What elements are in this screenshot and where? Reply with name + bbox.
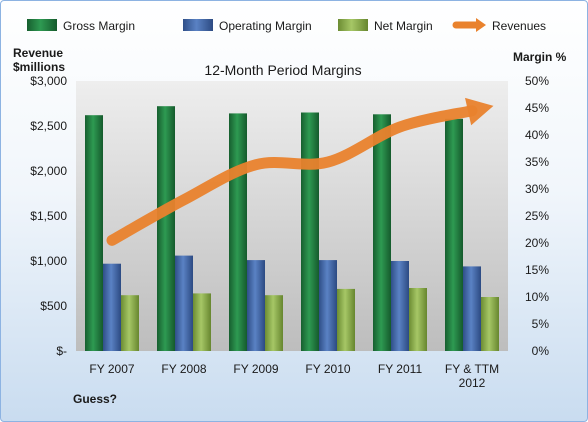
legend-swatch-operating-margin [183, 19, 213, 31]
x-tick-label: FY 2007 [89, 362, 134, 376]
y-left-tick-label: $2,500 [30, 119, 67, 133]
y-right-tick-label: 0% [532, 344, 550, 358]
y-right-tick-label: 25% [525, 209, 549, 223]
chart-title: 12-Month Period Margins [204, 62, 361, 78]
x-tick-label: FY 2010 [305, 362, 350, 376]
bar-operating-margin [463, 266, 481, 351]
y-left-axis-title: Revenue $millions [13, 46, 66, 74]
revenues-line [106, 105, 478, 246]
bar-operating-margin [103, 263, 121, 351]
revenues-arrowhead [465, 97, 494, 126]
legend-label: Revenues [492, 19, 546, 33]
y-left-tick-label: $500 [40, 299, 67, 313]
legend-swatch-net-margin [338, 19, 368, 31]
bars [85, 106, 499, 352]
bar-net-margin [481, 297, 499, 351]
y-left-tick-label: $2,000 [30, 164, 67, 178]
y-right-tick-label: 40% [525, 128, 549, 142]
y-right-tick-label: 20% [525, 236, 549, 250]
x-tick-label: FY 2009 [233, 362, 278, 376]
y-left-tick-label: $1,500 [30, 209, 67, 223]
y-right-tick-label: 50% [525, 74, 549, 88]
bar-gross-margin [301, 112, 319, 351]
bar-net-margin [409, 288, 427, 351]
y-right-tick-label: 35% [525, 155, 549, 169]
y-left-tick-label: $3,000 [30, 74, 67, 88]
y-left-tick-labels: $- $500 $1,000 $1,500 $2,000 $2,500 $3,000 [30, 74, 67, 358]
x-tick-label: FY 2008 [161, 362, 206, 376]
bar-gross-margin [229, 113, 247, 352]
bar-gross-margin [85, 115, 103, 351]
bar-gross-margin [373, 114, 391, 351]
y-left-axis-title-line-1: Revenue [13, 46, 63, 60]
bar-operating-margin [319, 260, 337, 351]
bar-net-margin [193, 293, 211, 351]
legend-label: Operating Margin [219, 19, 312, 33]
x-tick-label: FY & TTM [445, 362, 499, 376]
annotation-text: Guess? [73, 392, 117, 406]
y-right-tick-label: 5% [532, 317, 550, 331]
bar-operating-margin [175, 255, 193, 351]
y-right-tick-label: 10% [525, 290, 549, 304]
y-left-tick-label: $- [56, 344, 67, 358]
bar-net-margin [265, 295, 283, 351]
bar-gross-margin [445, 118, 463, 351]
bar-net-margin [337, 288, 355, 351]
bar-operating-margin [247, 260, 265, 351]
bar-operating-margin [391, 261, 409, 351]
bar-gross-margin [157, 106, 175, 351]
x-tick-label: 2012 [459, 376, 486, 390]
y-right-tick-labels: 0% 5% 10% 15% 20% 25% 30% 35% 40% 45% 50% [525, 74, 549, 358]
y-left-axis-title-line-2: $millions [13, 60, 65, 74]
x-tick-labels: FY 2007 FY 2008 FY 2009 FY 2010 FY 2011 FY & … [89, 362, 499, 390]
legend: Gross Margin Operating Margin Net Margin Re… [27, 18, 546, 33]
legend-label: Net Margin [374, 19, 433, 33]
y-right-axis-title: Margin % [513, 50, 567, 64]
legend-swatch-gross-margin [27, 19, 57, 31]
x-tick-label: FY 2011 [378, 362, 423, 376]
y-right-tick-label: 15% [525, 263, 549, 277]
bar-net-margin [121, 295, 139, 351]
revenues-line-group [106, 97, 494, 246]
y-right-tick-label: 45% [525, 101, 549, 115]
legend-swatch-revenues-arrow [476, 18, 486, 32]
y-right-tick-label: 30% [525, 182, 549, 196]
legend-label: Gross Margin [63, 19, 135, 33]
y-left-tick-label: $1,000 [30, 254, 67, 268]
